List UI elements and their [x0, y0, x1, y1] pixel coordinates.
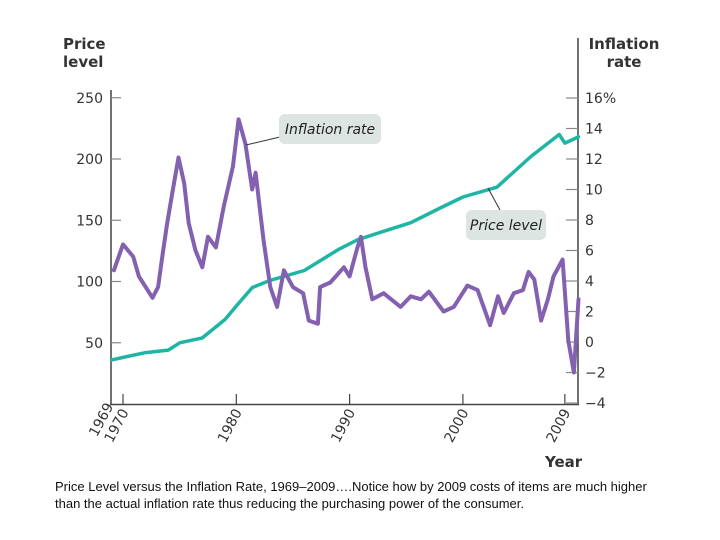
figure-caption: Price Level versus the Inflation Rate, 1… — [55, 478, 705, 512]
price-callout-box — [466, 210, 546, 240]
x-tick-label: 1990 — [328, 406, 359, 445]
inflation-rate-callout: Inflation rate — [245, 114, 381, 146]
right-tick-label: 10 — [585, 183, 603, 199]
x-tick-label: 1980 — [215, 406, 246, 445]
right-axis-title-line2: rate — [607, 53, 642, 71]
left-tick-label: 200 — [76, 152, 103, 168]
axes — [110, 38, 579, 406]
inflation-callout-label: Inflation rate — [285, 122, 375, 138]
price-level-line — [109, 132, 581, 362]
right-tick-label: 0 — [585, 335, 594, 351]
price-callout-label: Price level — [470, 218, 542, 234]
right-tick-label: 16% — [585, 91, 616, 107]
inflation-callout-box — [279, 114, 381, 144]
right-axis-title-line1: Inflation — [589, 35, 660, 53]
price-level-callout: Price level — [466, 187, 546, 240]
caption-line-2: than the actual inflation rate thus redu… — [55, 496, 525, 511]
price-callout-leader — [487, 187, 501, 211]
right-tick-label: 12 — [585, 152, 603, 168]
right-tick-label: −4 — [585, 396, 606, 412]
x-tick-label: 2000 — [442, 406, 473, 445]
left-tick-label: 50 — [85, 336, 103, 352]
right-tick-label: 2 — [585, 305, 594, 321]
right-tick-label: 6 — [585, 244, 594, 260]
x-tick-label: 2009 — [544, 406, 575, 445]
left-tick-label: 250 — [76, 91, 103, 107]
right-tick-label: −2 — [585, 366, 606, 382]
x-axis-title: Year — [544, 453, 583, 471]
right-tick-label: 4 — [585, 274, 594, 290]
inflation-rate-line — [111, 117, 581, 375]
inflation-callout-leader — [245, 136, 281, 146]
left-tick-label: 100 — [76, 275, 103, 291]
left-axis-title-line2: level — [63, 53, 103, 71]
caption-line-1: Price Level versus the Inflation Rate, 1… — [55, 479, 647, 494]
right-tick-label: 14 — [585, 122, 603, 138]
right-tick-label: 8 — [585, 213, 594, 229]
left-axis-title-line1: Price — [63, 35, 106, 53]
left-tick-label: 150 — [76, 213, 103, 229]
